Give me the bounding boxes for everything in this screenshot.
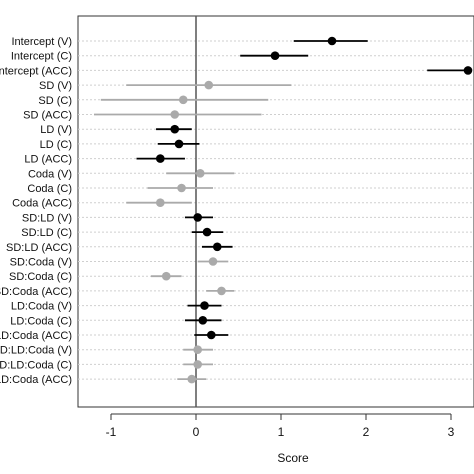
row-label: SD:Coda (C) xyxy=(9,271,72,283)
row-label: LD (C) xyxy=(40,139,72,151)
estimate-point xyxy=(170,124,180,134)
row-label: LD:Coda (C) xyxy=(10,315,72,327)
row-label: SD:Coda (V) xyxy=(10,257,72,269)
y-axis-labels: Intercept (V) Intercept (C) Intercept (ACC… xyxy=(0,36,72,386)
row-label: SD:LD:Coda (V) xyxy=(0,345,72,357)
estimate-point xyxy=(270,51,280,60)
estimate-point xyxy=(193,213,202,222)
estimate-point xyxy=(208,257,218,266)
row-label: SD:Coda (ACC) xyxy=(0,286,72,298)
estimate-point xyxy=(187,374,197,384)
row-label: LD (ACC) xyxy=(24,154,72,166)
row-label: LD:Coda (V) xyxy=(11,301,72,313)
row-label: Intercept (C) xyxy=(11,51,72,63)
estimate-point xyxy=(204,80,214,90)
x-axis-title: Score xyxy=(277,451,309,465)
row-label: SD:LD (V) xyxy=(22,212,72,224)
estimate-point xyxy=(174,139,184,149)
estimate-point xyxy=(177,183,186,193)
row-label: SD (ACC) xyxy=(23,110,72,122)
row-label: SD (V) xyxy=(39,80,72,92)
x-tick-label: 0 xyxy=(193,425,200,439)
estimate-point xyxy=(156,198,165,207)
row-label: SD (C) xyxy=(38,95,72,107)
estimate-point xyxy=(178,95,188,105)
grid-lines xyxy=(78,40,474,380)
estimate-point xyxy=(327,36,337,46)
x-tick-label: -1 xyxy=(106,425,117,439)
estimate-point xyxy=(200,301,209,310)
row-label: LD:Coda (ACC) xyxy=(0,330,72,342)
data-marks xyxy=(94,36,473,384)
x-tick-label: 2 xyxy=(363,425,370,439)
estimate-point xyxy=(217,286,226,296)
x-axis: -1 0 1 2 3 xyxy=(106,413,455,439)
estimate-point xyxy=(195,169,205,178)
estimate-point xyxy=(161,271,171,281)
row-label: LD (V) xyxy=(40,124,72,136)
estimate-point xyxy=(193,345,202,355)
x-tick-label: 1 xyxy=(278,425,285,439)
row-label: SD:LD:Coda (ACC) xyxy=(0,374,72,386)
row-label: SD:LD (C) xyxy=(21,227,72,239)
row-label: SD:LD:Coda (C) xyxy=(0,359,72,371)
row-label: Coda (V) xyxy=(28,168,72,180)
plot-frame xyxy=(77,15,474,408)
row-label: Intercept (V) xyxy=(11,36,72,48)
row-label: Coda (C) xyxy=(27,183,72,195)
estimate-point xyxy=(156,154,165,163)
row-label: SD:LD (ACC) xyxy=(6,242,72,254)
row-label: Coda (ACC) xyxy=(12,198,72,210)
estimate-point xyxy=(170,110,180,119)
estimate-point xyxy=(463,66,473,75)
estimate-point xyxy=(202,227,212,237)
estimate-point xyxy=(198,316,208,325)
x-tick-label: 3 xyxy=(448,425,455,439)
estimate-point xyxy=(193,360,202,369)
row-label: Intercept (ACC) xyxy=(0,65,72,77)
estimate-point xyxy=(212,242,222,252)
estimate-point xyxy=(207,330,216,340)
